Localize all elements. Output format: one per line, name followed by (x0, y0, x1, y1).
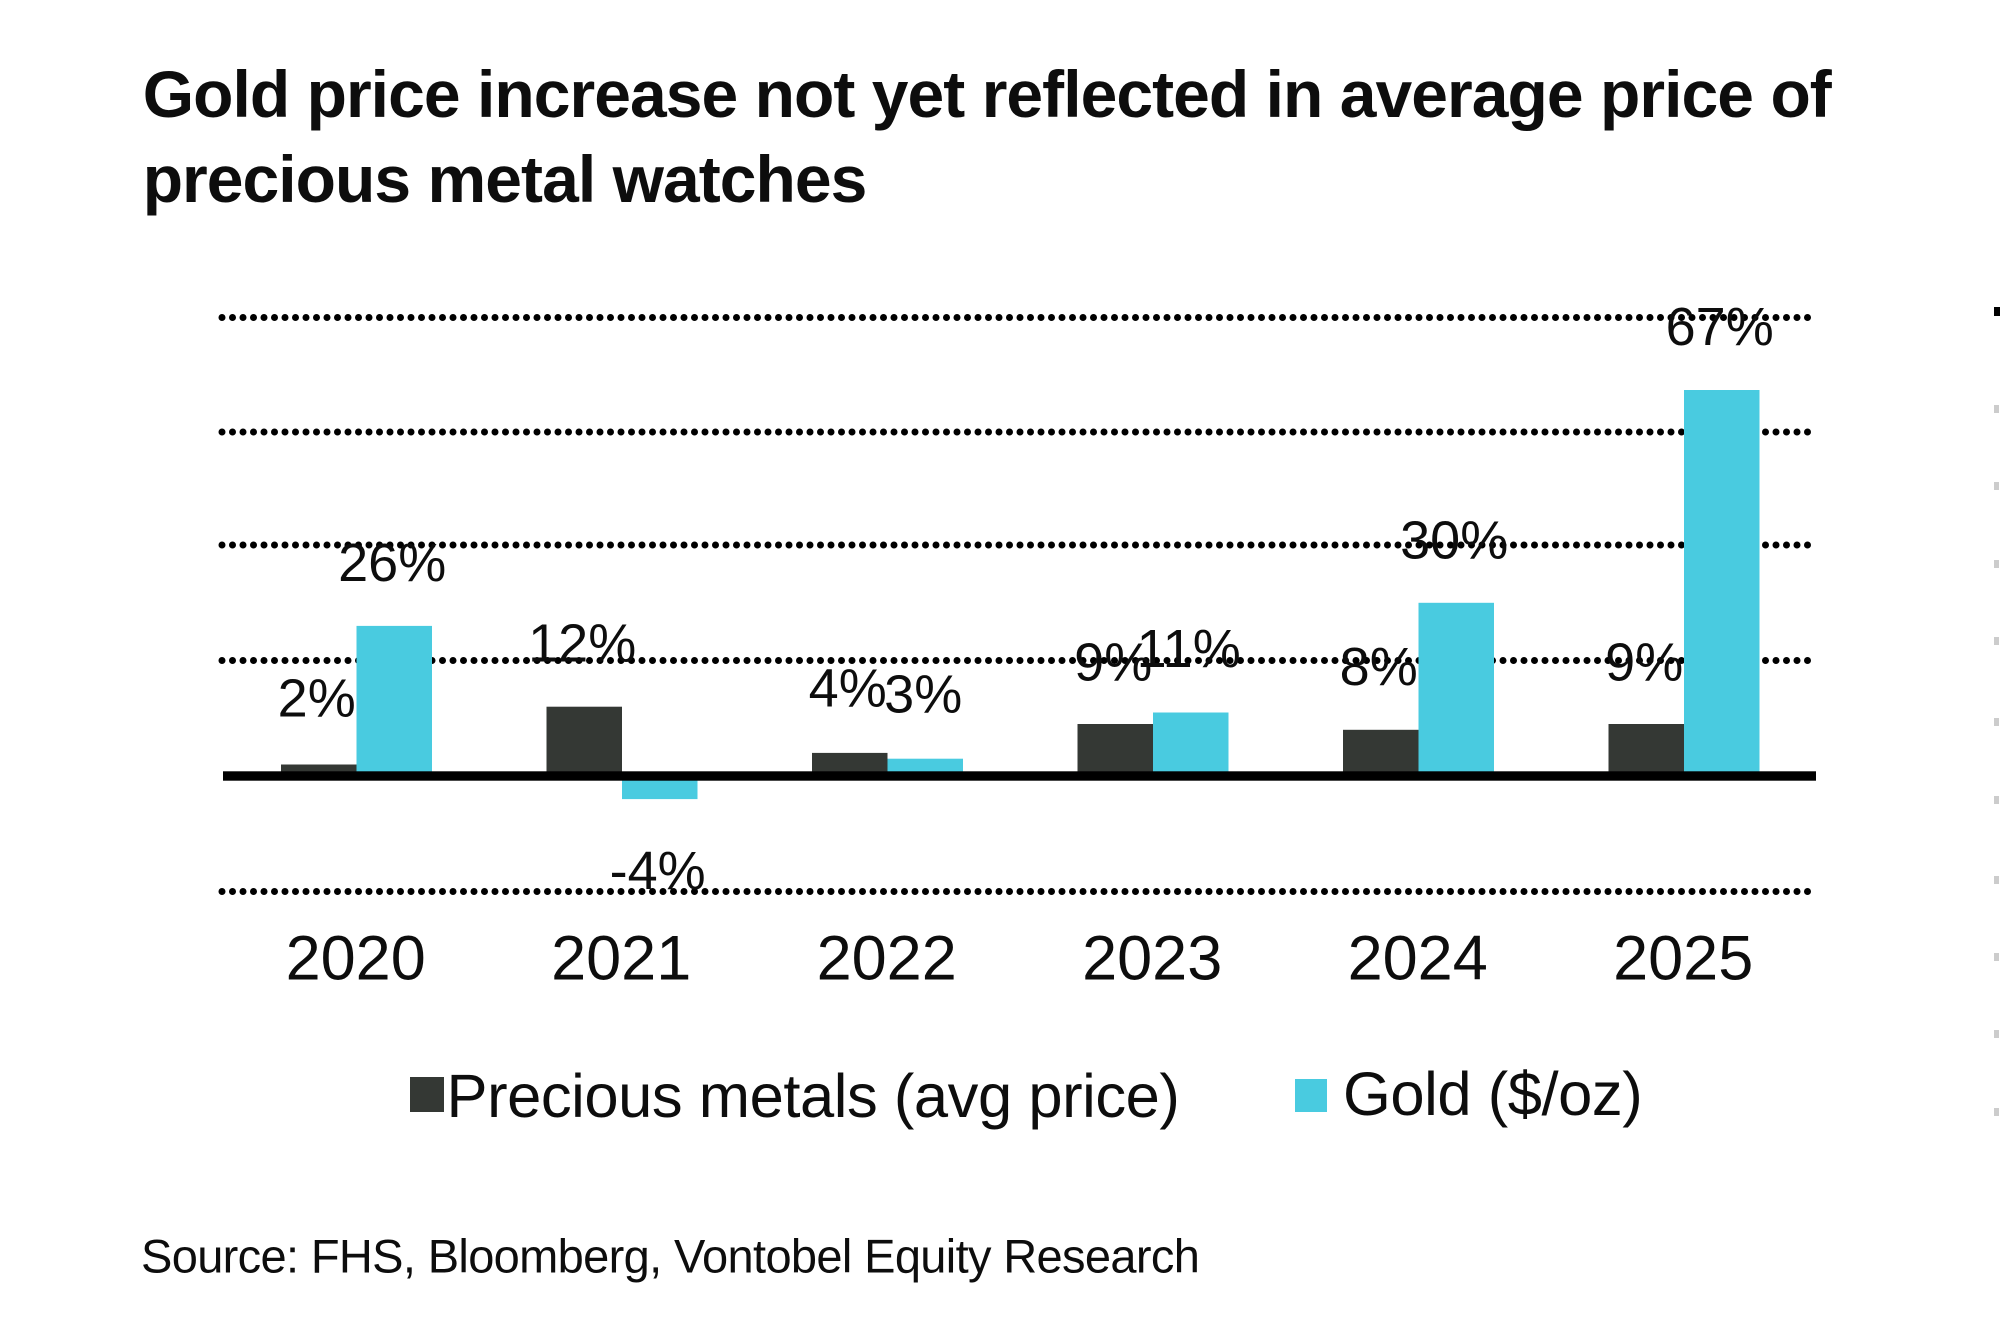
svg-text:11%: 11% (1137, 619, 1241, 679)
svg-text:8%: 8% (1340, 637, 1418, 697)
svg-text:2%: 2% (278, 669, 356, 729)
svg-text:-4%: -4% (610, 841, 706, 901)
svg-text:Source: FHS, Bloomberg, Vontob: Source: FHS, Bloomberg, Vontobel Equity … (141, 1230, 1199, 1283)
svg-text:Precious metals (avg price): Precious metals (avg price) (447, 1062, 1180, 1131)
svg-text:67%: 67% (1666, 297, 1774, 357)
svg-text:9%: 9% (1605, 633, 1683, 693)
svg-text:precious metal watches: precious metal watches (143, 142, 867, 216)
svg-text:2022: 2022 (817, 924, 957, 994)
svg-text:2024: 2024 (1348, 924, 1488, 994)
svg-text:26%: 26% (338, 533, 446, 593)
svg-text:9%: 9% (1074, 633, 1152, 693)
svg-text:Gold ($/oz): Gold ($/oz) (1343, 1060, 1642, 1129)
svg-text:2020: 2020 (286, 924, 426, 994)
svg-text:2025: 2025 (1613, 924, 1753, 994)
svg-text:12%: 12% (528, 614, 636, 674)
svg-text:3%: 3% (884, 665, 962, 725)
svg-text:2023: 2023 (1082, 924, 1222, 994)
svg-text:4%: 4% (809, 659, 887, 719)
svg-text:2021: 2021 (551, 924, 691, 994)
svg-text:30%: 30% (1400, 511, 1508, 571)
svg-text:Gold price increase not yet re: Gold price increase not yet reflected in… (143, 57, 1833, 131)
